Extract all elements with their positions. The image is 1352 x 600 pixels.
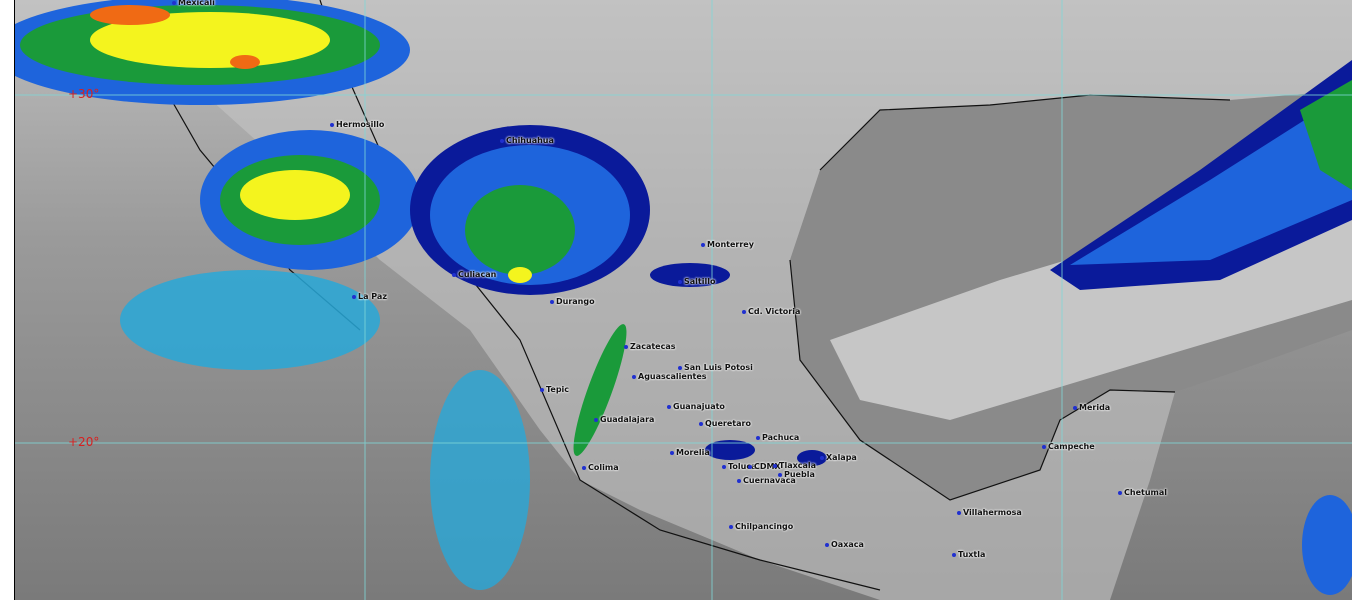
coastline [129,0,1231,591]
city-label: Saltillo [678,277,715,286]
city-label: Tuxtla [952,550,985,559]
city-label: Toluca [722,462,756,471]
latitude-label-30: +30° [68,87,100,101]
city-label: Durango [550,297,595,306]
city-label: Chihuahua [500,136,554,145]
cloud-nw [0,0,410,105]
city-label: Puebla [778,470,815,479]
cloud-ne [1050,60,1352,290]
city-label: Tepic [540,385,569,394]
cloud-queretaro [705,440,755,460]
city-label: Merida [1073,403,1110,412]
cloud-pacific-band [430,324,627,590]
city-label: Cuernavaca [737,476,796,485]
city-label: Culiacan [452,270,496,279]
city-label: Aguascalientes [632,372,707,381]
latitude-label-20: +20° [68,435,100,449]
city-label: CDMX [748,462,781,471]
city-label: Oaxaca [825,540,864,549]
cloud-sonora [120,130,420,370]
city-label: Cd. Victoria [742,307,800,316]
city-label: Zacatecas [624,342,676,351]
city-label: Monterrey [701,240,754,249]
city-label: Tlaxcala [773,461,816,470]
cloud-chihuahua [410,125,650,295]
city-label: La Paz [352,292,387,301]
city-label: Xalapa [820,453,857,462]
cloud-se [1302,495,1352,595]
city-label: Chetumal [1118,488,1167,497]
city-label: Guadalajara [594,415,654,424]
city-label: Morelia [670,448,710,457]
city-label: Queretaro [699,419,751,428]
city-label: Chilpancingo [729,522,793,531]
city-label: Mexicali [172,0,215,7]
left-frame [0,0,15,600]
city-label: Hermosillo [330,120,384,129]
city-label: San Luis Potosi [678,363,753,372]
city-label: Pachuca [756,433,799,442]
city-label: Guanajuato [667,402,725,411]
city-label: Villahermosa [957,508,1022,517]
city-label: Campeche [1042,442,1095,451]
city-label: Colima [582,463,619,472]
